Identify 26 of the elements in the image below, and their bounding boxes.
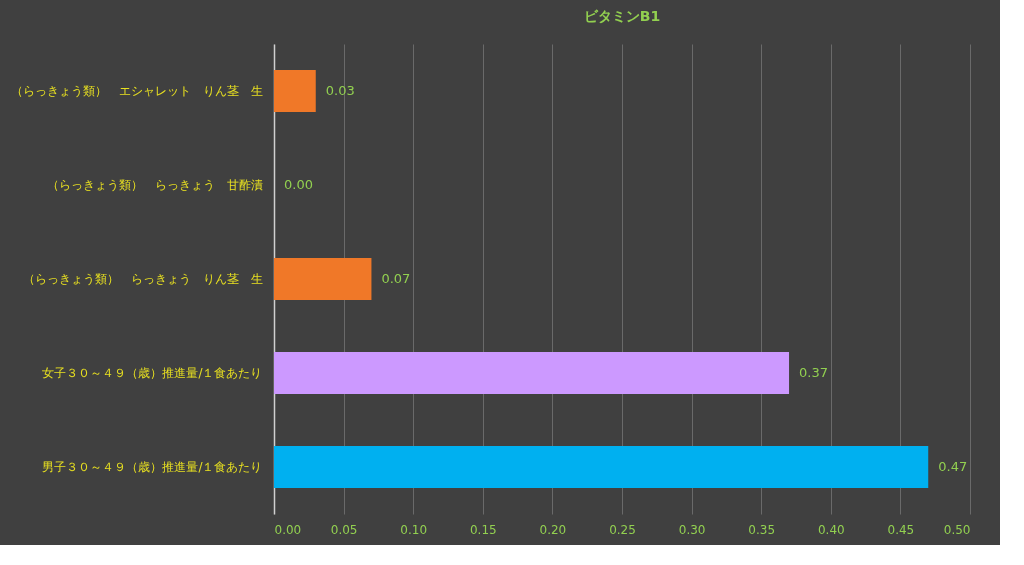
- data-label: 0.03: [325, 83, 355, 98]
- x-tick-label: 0.35: [748, 522, 776, 537]
- data-label: 0.47: [938, 459, 968, 474]
- y-tick-label: 女子３０～４９（歳）推進量/１食あたり: [42, 366, 263, 380]
- y-tick-label: （らっきょう類） らっきょう 甘酢漬: [46, 178, 263, 192]
- chart-title: ビタミンB1: [583, 8, 661, 24]
- x-tick-label: 0.45: [887, 522, 915, 537]
- data-label: 0.07: [381, 271, 411, 286]
- x-tick-label: 0.50: [943, 522, 971, 537]
- x-tick-label: 0.20: [539, 522, 567, 537]
- bar: [274, 70, 316, 112]
- y-tick-label: 男子３０～４９（歳）推進量/１食あたり: [42, 460, 263, 474]
- y-tick-label: （らっきょう類） エシャレット りん茎 生: [10, 84, 263, 98]
- x-tick-label: 0.25: [609, 522, 636, 537]
- bar: [274, 258, 372, 300]
- x-tick-label: 0.40: [817, 522, 845, 537]
- x-tick-label: 0.15: [469, 522, 497, 537]
- x-tick-label: 0.30: [678, 522, 706, 537]
- y-tick-label: （らっきょう類） らっきょう りん茎 生: [22, 272, 263, 286]
- x-tick-label: 0.10: [400, 522, 428, 537]
- x-tick-label: 0.00: [274, 522, 302, 537]
- bar: [274, 352, 790, 394]
- data-label: 0.00: [284, 177, 313, 192]
- x-tick-label: 0.05: [330, 522, 358, 537]
- bar: [274, 446, 929, 488]
- data-label: 0.37: [799, 365, 828, 380]
